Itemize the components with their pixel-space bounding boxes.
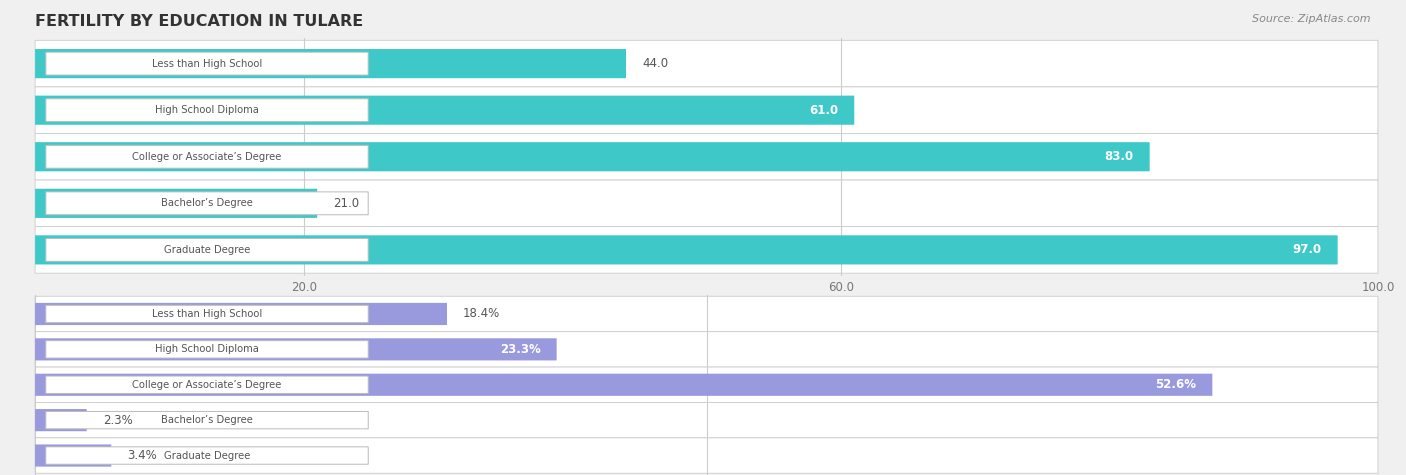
Text: Bachelor’s Degree: Bachelor’s Degree	[162, 199, 253, 209]
FancyBboxPatch shape	[35, 409, 87, 431]
FancyBboxPatch shape	[35, 180, 1378, 227]
FancyBboxPatch shape	[35, 338, 557, 361]
Text: 2.3%: 2.3%	[103, 414, 132, 427]
Text: 3.4%: 3.4%	[128, 449, 157, 462]
FancyBboxPatch shape	[35, 142, 1150, 171]
FancyBboxPatch shape	[35, 402, 1378, 438]
FancyBboxPatch shape	[35, 367, 1378, 402]
FancyBboxPatch shape	[35, 332, 1378, 367]
FancyBboxPatch shape	[46, 411, 368, 429]
FancyBboxPatch shape	[35, 227, 1378, 273]
FancyBboxPatch shape	[35, 133, 1378, 180]
FancyBboxPatch shape	[46, 145, 368, 168]
Text: 18.4%: 18.4%	[463, 307, 501, 321]
Text: 52.6%: 52.6%	[1156, 378, 1197, 391]
FancyBboxPatch shape	[35, 445, 111, 466]
Text: Graduate Degree: Graduate Degree	[165, 245, 250, 255]
FancyBboxPatch shape	[46, 376, 368, 393]
FancyBboxPatch shape	[35, 235, 1337, 265]
Text: 44.0: 44.0	[643, 57, 668, 70]
FancyBboxPatch shape	[46, 238, 368, 261]
Text: 83.0: 83.0	[1104, 150, 1133, 163]
FancyBboxPatch shape	[46, 341, 368, 358]
FancyBboxPatch shape	[35, 49, 626, 78]
Text: 97.0: 97.0	[1292, 243, 1322, 256]
FancyBboxPatch shape	[46, 99, 368, 122]
FancyBboxPatch shape	[35, 296, 1378, 332]
FancyBboxPatch shape	[35, 438, 1378, 473]
FancyBboxPatch shape	[46, 447, 368, 464]
Text: FERTILITY BY EDUCATION IN TULARE: FERTILITY BY EDUCATION IN TULARE	[35, 14, 363, 29]
Text: 21.0: 21.0	[333, 197, 360, 210]
Text: 61.0: 61.0	[808, 104, 838, 117]
FancyBboxPatch shape	[46, 52, 368, 75]
FancyBboxPatch shape	[35, 374, 1212, 396]
Text: Source: ZipAtlas.com: Source: ZipAtlas.com	[1253, 14, 1371, 24]
Text: Less than High School: Less than High School	[152, 309, 262, 319]
Text: College or Associate’s Degree: College or Associate’s Degree	[132, 380, 281, 390]
Text: College or Associate’s Degree: College or Associate’s Degree	[132, 152, 281, 162]
Text: High School Diploma: High School Diploma	[155, 344, 259, 354]
FancyBboxPatch shape	[46, 192, 368, 215]
Text: Graduate Degree: Graduate Degree	[165, 450, 250, 461]
FancyBboxPatch shape	[35, 95, 855, 125]
Text: High School Diploma: High School Diploma	[155, 105, 259, 115]
FancyBboxPatch shape	[35, 303, 447, 325]
FancyBboxPatch shape	[35, 87, 1378, 133]
FancyBboxPatch shape	[35, 40, 1378, 87]
FancyBboxPatch shape	[35, 189, 318, 218]
Text: 23.3%: 23.3%	[499, 343, 540, 356]
Text: Bachelor’s Degree: Bachelor’s Degree	[162, 415, 253, 425]
Text: Less than High School: Less than High School	[152, 58, 262, 68]
FancyBboxPatch shape	[46, 305, 368, 323]
